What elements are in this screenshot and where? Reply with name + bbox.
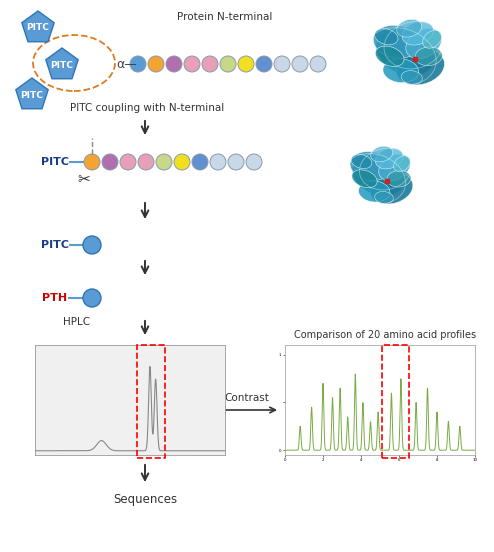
Circle shape — [83, 236, 101, 254]
Text: PITC: PITC — [21, 91, 43, 99]
Text: Sequences: Sequences — [113, 493, 177, 507]
Text: PITC: PITC — [41, 157, 69, 167]
Circle shape — [228, 154, 244, 170]
Circle shape — [138, 154, 154, 170]
Text: Protein N-terminal: Protein N-terminal — [177, 12, 273, 22]
Ellipse shape — [352, 154, 404, 196]
Ellipse shape — [374, 29, 398, 45]
Ellipse shape — [387, 171, 411, 187]
Circle shape — [102, 154, 118, 170]
Ellipse shape — [406, 28, 442, 59]
Text: PTH: PTH — [42, 293, 68, 303]
Ellipse shape — [397, 19, 422, 37]
Polygon shape — [46, 48, 78, 79]
Circle shape — [130, 56, 146, 72]
Circle shape — [184, 56, 200, 72]
Circle shape — [256, 56, 272, 72]
Ellipse shape — [370, 173, 413, 204]
Text: PITC: PITC — [27, 24, 49, 33]
Circle shape — [83, 289, 101, 307]
Polygon shape — [22, 11, 54, 42]
Circle shape — [310, 56, 326, 72]
Ellipse shape — [415, 47, 442, 66]
Ellipse shape — [379, 154, 411, 181]
Ellipse shape — [376, 28, 434, 76]
Ellipse shape — [373, 25, 420, 58]
Text: PITC: PITC — [50, 61, 74, 70]
Ellipse shape — [401, 71, 422, 84]
Circle shape — [120, 154, 136, 170]
Circle shape — [174, 154, 190, 170]
Ellipse shape — [370, 146, 393, 162]
Circle shape — [210, 154, 226, 170]
Text: α—: α— — [116, 57, 137, 71]
Circle shape — [166, 56, 182, 72]
Ellipse shape — [352, 170, 377, 188]
Circle shape — [220, 56, 236, 72]
Ellipse shape — [396, 50, 445, 85]
Ellipse shape — [375, 46, 404, 66]
Bar — [382, 345, 409, 458]
Ellipse shape — [383, 59, 418, 83]
Ellipse shape — [394, 156, 411, 172]
Text: ✂: ✂ — [78, 172, 90, 188]
Ellipse shape — [374, 192, 393, 204]
Ellipse shape — [351, 155, 372, 168]
Circle shape — [202, 56, 218, 72]
Circle shape — [84, 154, 100, 170]
Polygon shape — [16, 78, 48, 109]
Circle shape — [238, 56, 254, 72]
Text: Contrast: Contrast — [225, 393, 269, 403]
Ellipse shape — [359, 181, 390, 202]
Circle shape — [156, 154, 172, 170]
Circle shape — [246, 154, 262, 170]
Text: PITC coupling with N-terminal: PITC coupling with N-terminal — [70, 103, 224, 113]
Text: PITC: PITC — [41, 240, 69, 250]
Bar — [137, 345, 165, 458]
Circle shape — [148, 56, 164, 72]
Text: Comparison of 20 amino acid profiles: Comparison of 20 amino acid profiles — [294, 330, 476, 340]
Circle shape — [292, 56, 308, 72]
Circle shape — [274, 56, 290, 72]
Ellipse shape — [375, 148, 403, 169]
Ellipse shape — [350, 151, 391, 181]
Text: HPLC: HPLC — [63, 317, 90, 327]
Ellipse shape — [423, 30, 442, 48]
Circle shape — [192, 154, 208, 170]
Ellipse shape — [402, 22, 433, 45]
